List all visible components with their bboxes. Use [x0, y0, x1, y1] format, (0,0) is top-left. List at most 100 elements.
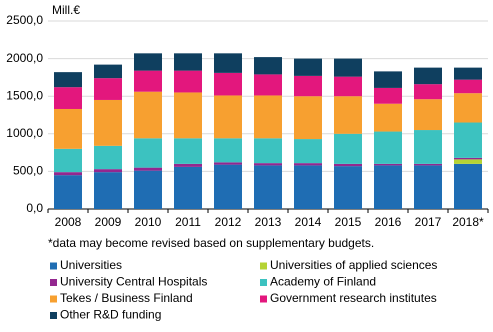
- bar-segment: [214, 162, 242, 165]
- legend-label: Academy of Finland: [270, 275, 376, 289]
- x-tick-label: 2018*: [452, 215, 484, 229]
- bar-segment: [54, 108, 82, 149]
- bar-segment: [454, 79, 482, 94]
- legend-swatch: [50, 312, 57, 319]
- bar-segment: [334, 96, 362, 134]
- bar-segment: [94, 172, 122, 209]
- bar-segment: [54, 87, 82, 109]
- y-tick-label: 2500,0: [6, 13, 43, 27]
- bar-segment: [254, 165, 282, 209]
- bar-segment: [454, 159, 482, 164]
- bar-segment: [454, 157, 482, 160]
- bar-segment: [94, 169, 122, 173]
- bar-segment: [334, 163, 362, 167]
- bar-segment: [214, 95, 242, 139]
- legend-label: Government research institutes: [270, 291, 437, 305]
- legend-swatch: [50, 262, 57, 270]
- bar-segment: [134, 91, 162, 139]
- x-tick-label: 2015: [335, 215, 362, 229]
- bar-segment: [414, 67, 442, 85]
- legend-swatch: [50, 295, 57, 303]
- y-tick-label: 2000,0: [6, 51, 43, 65]
- bar-segment: [334, 58, 362, 77]
- bar-segment: [134, 170, 162, 209]
- bar-segment: [174, 138, 202, 164]
- x-tick-label: 2010: [135, 215, 162, 229]
- bar-segment: [414, 99, 442, 131]
- bar-segment: [294, 96, 322, 140]
- bar-segment: [294, 139, 322, 164]
- bar-segment: [294, 75, 322, 97]
- legend-label: Universities: [60, 258, 122, 272]
- x-tick-label: 2017: [415, 215, 442, 229]
- bar-segment: [374, 165, 402, 209]
- bar-segment: [374, 71, 402, 88]
- x-tick-label: 2008: [55, 215, 82, 229]
- bar-segment: [414, 165, 442, 209]
- bar-segment: [174, 53, 202, 71]
- bar-segment: [414, 84, 442, 100]
- bar-segment: [374, 163, 402, 166]
- bar-segment: [454, 122, 482, 158]
- bar-segment: [94, 78, 122, 100]
- x-tick-label: 2016: [375, 215, 402, 229]
- y-tick-label: 0,0: [26, 201, 43, 215]
- legend-label: Universities of applied sciences: [270, 258, 437, 272]
- legend-swatch: [260, 295, 267, 303]
- bar-segment: [334, 76, 362, 97]
- bar-segment: [414, 130, 442, 164]
- bar-segment: [294, 163, 322, 166]
- bar-segment: [134, 53, 162, 71]
- bar-segment: [254, 57, 282, 75]
- bar-segment: [54, 148, 82, 173]
- x-tick-label: 2009: [95, 215, 122, 229]
- bar-segment: [174, 70, 202, 93]
- footnote: *data may become revised based on supple…: [48, 236, 374, 250]
- bar-segment: [54, 172, 82, 176]
- bar-segment: [454, 93, 482, 123]
- y-tick-label: 500,0: [13, 164, 43, 178]
- bar-segment: [134, 167, 162, 171]
- bar-segment: [254, 163, 282, 166]
- bar-segment: [454, 67, 482, 80]
- y-tick-label: 1500,0: [6, 88, 43, 102]
- bar-segment: [54, 175, 82, 209]
- legend-label: Tekes / Business Finland: [60, 291, 193, 305]
- x-tick-label: 2011: [175, 215, 201, 229]
- bar-segment: [134, 70, 162, 92]
- bar-segment: [214, 138, 242, 163]
- x-tick-label: 2012: [215, 215, 242, 229]
- legend-swatch: [50, 279, 57, 286]
- bar-segment: [54, 72, 82, 88]
- bar-segment: [374, 103, 402, 132]
- bar-segment: [334, 166, 362, 209]
- bar-segment: [374, 131, 402, 164]
- bar-segment: [94, 99, 122, 146]
- bar-segment: [214, 53, 242, 73]
- bar-segment: [254, 74, 282, 96]
- bar-segment: [334, 133, 362, 164]
- bar-segment: [214, 164, 242, 209]
- y-unit: Mill.€: [52, 3, 80, 17]
- bar-segment: [174, 163, 202, 167]
- bar-segment: [94, 145, 122, 170]
- bar-segment: [294, 165, 322, 209]
- x-tick-label: 2014: [295, 215, 322, 229]
- y-tick-label: 1000,0: [6, 126, 43, 140]
- bar-segment: [254, 95, 282, 139]
- bar-segment: [174, 92, 202, 139]
- legend-swatch: [260, 262, 267, 270]
- bar-segment: [174, 166, 202, 209]
- bar-segment: [94, 64, 122, 79]
- legend-swatch: [260, 279, 267, 286]
- legend-label: Other R&D funding: [60, 308, 161, 322]
- bar-segment: [214, 72, 242, 96]
- bar-segment: [254, 138, 282, 164]
- bar-segment: [414, 163, 442, 166]
- bar-segment: [294, 58, 322, 76]
- bar-segment: [374, 87, 402, 104]
- legend-label: University Central Hospitals: [60, 275, 207, 289]
- bar-segment: [454, 163, 482, 209]
- bar-segment: [134, 138, 162, 168]
